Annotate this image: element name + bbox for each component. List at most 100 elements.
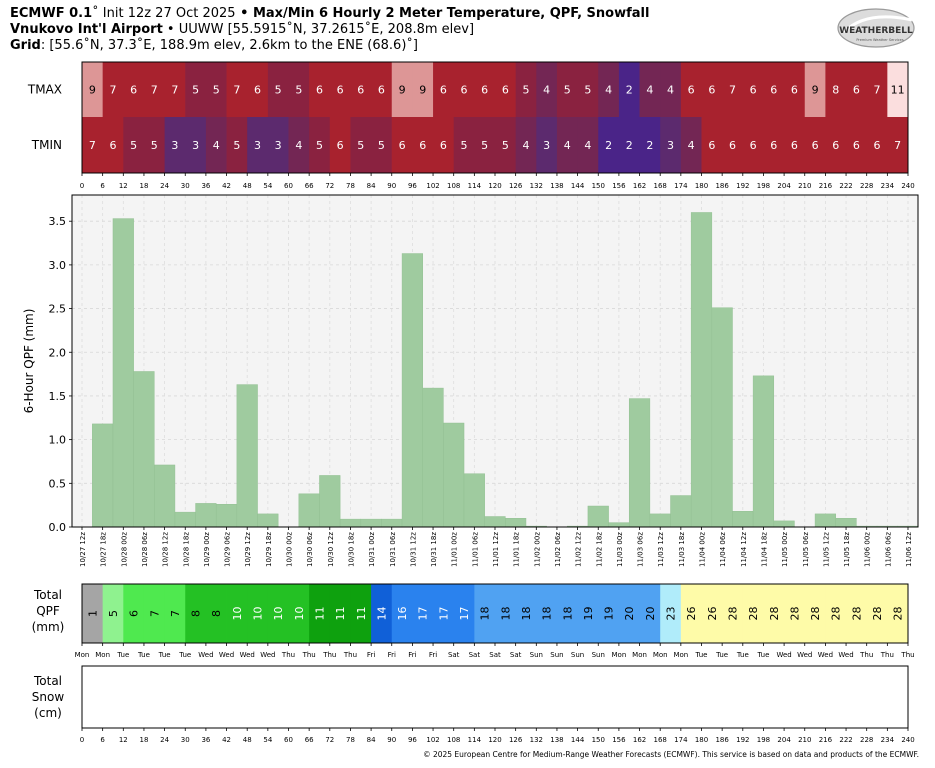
qpf-x-tick-label: 10/28 00z bbox=[120, 532, 128, 567]
qpf-x-tick-label: 11/04 12z bbox=[740, 532, 748, 567]
qpf-x-tick-label: 10/27 18z bbox=[100, 532, 108, 567]
qpf-total-cell bbox=[660, 584, 682, 643]
temp-strip-tick-label: 174 bbox=[674, 182, 688, 190]
tmin-value: 6 bbox=[750, 139, 757, 152]
qpf-total-label: QPF bbox=[36, 604, 60, 618]
qpf-total-value: 7 bbox=[148, 610, 161, 617]
tmin-value: 2 bbox=[605, 139, 612, 152]
qpf-total-day-label: Fri bbox=[408, 651, 416, 659]
tmax-value: 6 bbox=[254, 84, 261, 97]
temp-strip-tick-label: 102 bbox=[426, 182, 439, 190]
tmin-value: 6 bbox=[791, 139, 798, 152]
tmin-value: 6 bbox=[832, 139, 839, 152]
snow-strip-tick-label: 120 bbox=[488, 736, 501, 744]
qpf-total-day-label: Thu bbox=[281, 651, 295, 659]
temp-strip-tick-label: 72 bbox=[325, 182, 334, 190]
snow-strip-tick-label: 234 bbox=[881, 736, 895, 744]
logo-text: WEATHERBELL bbox=[839, 26, 913, 36]
qpf-total-cell bbox=[123, 584, 145, 643]
snow-strip-tick-label: 132 bbox=[530, 736, 543, 744]
qpf-x-tick-label: 11/05 00z bbox=[781, 532, 789, 567]
qpf-bar bbox=[773, 520, 795, 528]
tmax-value: 6 bbox=[337, 84, 344, 97]
qpf-total-cell bbox=[267, 584, 289, 643]
qpf-total-value: 6 bbox=[128, 610, 141, 617]
tmin-cell bbox=[453, 117, 475, 173]
qpf-total-day-label: Wed bbox=[260, 651, 275, 659]
tmax-cell bbox=[804, 62, 826, 117]
qpf-x-tick-label: 11/02 00z bbox=[533, 532, 541, 567]
tmin-cell bbox=[763, 117, 785, 173]
tmin-value: 4 bbox=[564, 139, 571, 152]
qpf-total-day-label: Tue bbox=[137, 651, 150, 659]
snow-strip-tick-label: 144 bbox=[571, 736, 585, 744]
qpf-bar bbox=[463, 473, 485, 528]
tmax-cell bbox=[784, 62, 806, 117]
grid-label: Grid bbox=[10, 38, 41, 53]
qpf-total-cell bbox=[102, 584, 124, 643]
tmin-cell bbox=[185, 117, 207, 173]
tmax-cell bbox=[722, 62, 744, 117]
snow-strip-tick-label: 54 bbox=[263, 736, 272, 744]
qpf-total-cell bbox=[701, 584, 723, 643]
qpf-total-day-label: Sat bbox=[469, 651, 481, 659]
temp-strip-tick-label: 78 bbox=[346, 182, 355, 190]
qpf-bar bbox=[587, 505, 609, 528]
qpf-total-cell bbox=[288, 584, 310, 643]
temp-strip-tick-label: 30 bbox=[181, 182, 190, 190]
temp-strip-tick-label: 108 bbox=[447, 182, 460, 190]
logo-subtext: Premium Weather Services bbox=[856, 38, 903, 42]
temp-strip-tick-label: 156 bbox=[612, 182, 626, 190]
tmin-value: 5 bbox=[481, 139, 488, 152]
tmax-cell bbox=[371, 62, 393, 117]
tmax-value: 6 bbox=[357, 84, 364, 97]
qpf-total-value: 26 bbox=[685, 607, 698, 621]
tmax-value: 5 bbox=[275, 84, 282, 97]
temp-strip-tick-label: 54 bbox=[263, 182, 272, 190]
qpf-total-cell bbox=[742, 584, 764, 643]
weatherbell-logo: WEATHERBELL Premium Weather Services bbox=[837, 8, 915, 48]
snow-strip-tick-label: 240 bbox=[901, 736, 914, 744]
qpf-bar bbox=[174, 511, 196, 528]
tmax-value: 4 bbox=[667, 84, 674, 97]
tmin-value: 2 bbox=[626, 139, 633, 152]
temp-strip-tick-label: 24 bbox=[160, 182, 169, 190]
qpf-total-value: 28 bbox=[788, 607, 801, 621]
qpf-x-tick-label: 11/01 06z bbox=[471, 532, 479, 567]
tmin-value: 5 bbox=[357, 139, 364, 152]
qpf-bar bbox=[690, 212, 713, 528]
tmax-value: 6 bbox=[378, 84, 385, 97]
qpf-total-cell bbox=[453, 584, 475, 643]
tmax-cell bbox=[350, 62, 372, 117]
qpf-x-tick-label: 11/06 12z bbox=[905, 532, 913, 567]
temp-strip-tick-label: 96 bbox=[408, 182, 417, 190]
qpf-total-day-label: Wed bbox=[838, 651, 853, 659]
qpf-y-tick-label: 3.5 bbox=[49, 215, 67, 228]
tmin-cell bbox=[433, 117, 455, 173]
tmax-value: 6 bbox=[461, 84, 468, 97]
qpf-total-value: 28 bbox=[830, 607, 843, 621]
qpf-x-tick-label: 11/02 06z bbox=[554, 532, 562, 567]
temp-strip-tick-label: 90 bbox=[387, 182, 396, 190]
qpf-total-value: 28 bbox=[726, 607, 739, 621]
qpf-total-cell bbox=[164, 584, 186, 643]
qpf-x-tick-label: 10/27 12z bbox=[79, 532, 87, 567]
tmin-cell bbox=[784, 117, 806, 173]
snow-strip-tick-label: 102 bbox=[426, 736, 439, 744]
temp-strip-tick-label: 132 bbox=[530, 182, 543, 190]
init-time: ˚ Init 12z 27 Oct 2025 bbox=[92, 6, 236, 21]
qpf-total-cell bbox=[412, 584, 434, 643]
qpf-y-tick-label: 1.5 bbox=[49, 390, 67, 403]
qpf-bar bbox=[505, 518, 527, 528]
qpf-bar bbox=[133, 371, 155, 528]
qpf-total-day-label: Thu bbox=[343, 651, 357, 659]
tmin-cell bbox=[536, 117, 558, 173]
qpf-total-cell bbox=[536, 584, 558, 643]
tmax-cell bbox=[288, 62, 310, 117]
temp-strip-tick-label: 210 bbox=[798, 182, 811, 190]
qpf-total-cell bbox=[309, 584, 331, 643]
tmin-value: 4 bbox=[584, 139, 591, 152]
qpf-total-value: 11 bbox=[313, 607, 326, 621]
tmax-cell bbox=[639, 62, 661, 117]
tmin-value: 5 bbox=[378, 139, 385, 152]
